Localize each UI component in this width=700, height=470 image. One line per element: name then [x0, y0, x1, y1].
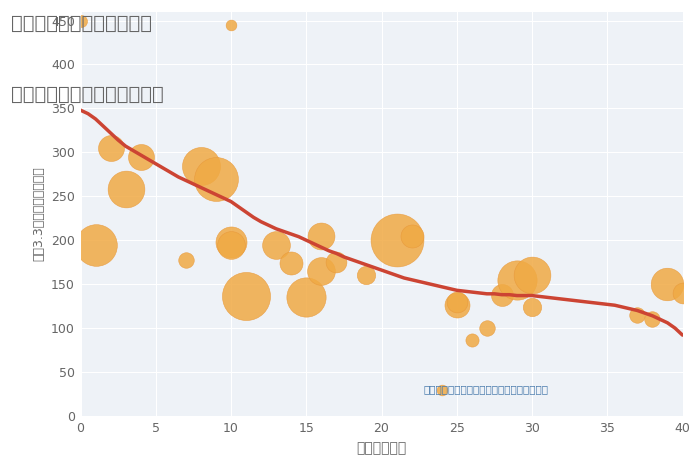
- Text: 円の大きさは、取引のあった物件面積を示す: 円の大きさは、取引のあった物件面積を示す: [424, 384, 549, 394]
- Point: [225, 238, 237, 246]
- X-axis label: 築年数（年）: 築年数（年）: [356, 441, 407, 455]
- Point: [451, 298, 462, 306]
- Point: [632, 311, 643, 319]
- Point: [526, 272, 538, 279]
- Point: [331, 258, 342, 266]
- Point: [301, 294, 312, 301]
- Point: [436, 386, 447, 393]
- Point: [451, 301, 462, 309]
- Point: [361, 272, 372, 279]
- Point: [496, 291, 507, 298]
- Point: [105, 144, 116, 152]
- Point: [466, 337, 477, 344]
- Point: [241, 293, 252, 300]
- Y-axis label: 坪（3.3㎡）単価（万円）: 坪（3.3㎡）単価（万円）: [32, 166, 46, 261]
- Point: [662, 281, 673, 288]
- Point: [511, 276, 522, 283]
- Point: [135, 153, 146, 160]
- Text: 神奈川県横浜市中区竹之丸: 神奈川県横浜市中区竹之丸: [10, 14, 151, 33]
- Point: [316, 232, 327, 240]
- Point: [286, 259, 297, 267]
- Point: [75, 17, 86, 24]
- Point: [647, 315, 658, 323]
- Point: [195, 162, 206, 169]
- Point: [120, 186, 132, 193]
- Point: [225, 21, 237, 29]
- Point: [406, 232, 417, 240]
- Text: 築年数別中古マンション価格: 築年数別中古マンション価格: [10, 85, 163, 103]
- Point: [181, 256, 192, 263]
- Point: [677, 289, 688, 297]
- Point: [225, 241, 237, 248]
- Point: [210, 175, 221, 182]
- Point: [482, 324, 493, 332]
- Point: [90, 241, 101, 248]
- Point: [316, 267, 327, 275]
- Point: [391, 236, 402, 244]
- Point: [526, 303, 538, 311]
- Point: [270, 241, 281, 248]
